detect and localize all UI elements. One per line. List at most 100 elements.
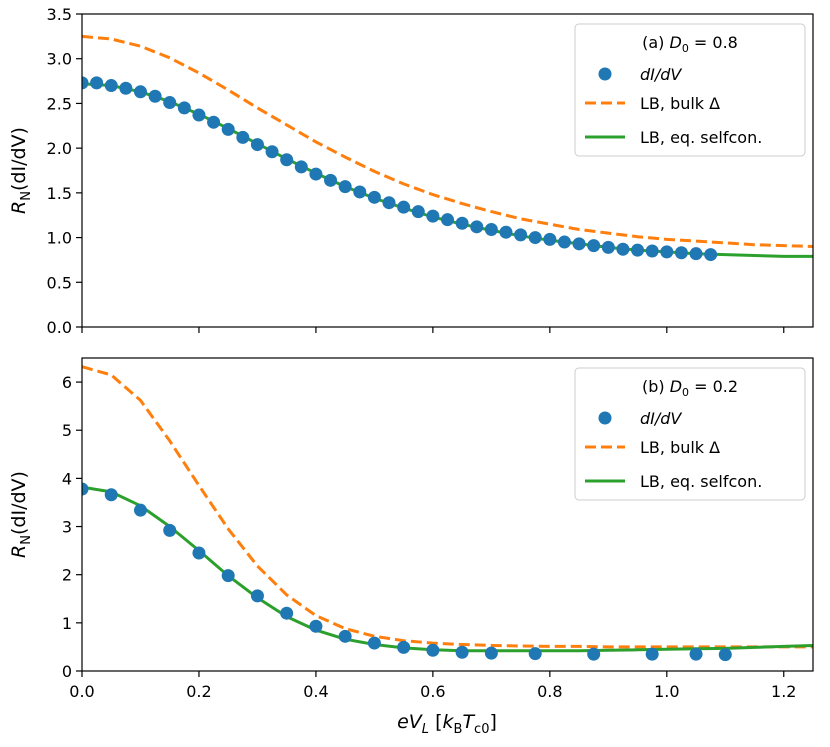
y-tick-label-b-5: 5 xyxy=(62,421,72,440)
data-point-a-13 xyxy=(265,145,279,159)
y-tick-label-a-0: 0.0 xyxy=(47,318,72,337)
data-point-a-28 xyxy=(484,223,498,237)
data-point-a-15 xyxy=(294,160,308,174)
data-point-a-40 xyxy=(660,245,674,259)
legend-entry-selfcon-b: LB, eq. selfcon. xyxy=(640,472,762,491)
data-point-b-13 xyxy=(455,645,469,659)
x-tick-label-5: 1.0 xyxy=(654,682,679,701)
x-axis-label: eVL [kBTc0] xyxy=(397,711,497,737)
data-point-a-20 xyxy=(367,190,381,204)
data-point-b-6 xyxy=(250,589,264,603)
data-point-b-17 xyxy=(645,647,659,661)
data-point-b-15 xyxy=(528,647,542,661)
data-point-a-18 xyxy=(338,180,352,194)
data-point-b-1 xyxy=(104,488,118,502)
y-tick-label-b-6: 6 xyxy=(62,373,72,392)
x-tick-label-2: 0.4 xyxy=(303,682,328,701)
data-point-a-24 xyxy=(426,209,440,223)
data-point-b-5 xyxy=(221,569,235,583)
legend-title-b: (b) D0 = 0.2 xyxy=(642,377,738,399)
legend-marker-didv-a xyxy=(598,67,612,81)
ticks-a: 0.0 0.5 1.0 1.5 2.0 2.5 3.0 3.5 xyxy=(47,5,785,337)
data-point-a-10 xyxy=(221,122,235,136)
series-line-lb-eq-selfcon-b xyxy=(82,485,813,653)
data-point-a-39 xyxy=(645,244,659,258)
data-point-b-19 xyxy=(718,648,732,662)
data-point-a-1 xyxy=(90,76,104,90)
data-point-b-18 xyxy=(689,647,703,661)
data-point-a-5 xyxy=(148,89,162,103)
legend-box-a xyxy=(574,23,806,157)
data-point-a-34 xyxy=(572,237,586,251)
data-point-a-27 xyxy=(470,220,484,234)
series-layer-a xyxy=(82,34,813,262)
x-tick-label-0: 0.0 xyxy=(69,682,94,701)
data-point-a-38 xyxy=(631,243,645,257)
data-point-a-41 xyxy=(674,246,688,260)
data-point-b-16 xyxy=(587,647,601,661)
axes-frame-a xyxy=(81,13,814,328)
data-point-a-23 xyxy=(411,205,425,219)
y-axis-label-b: RN(dI/dV) xyxy=(8,471,34,558)
legend-a: (a) D0 = 0.8 dI/dV LB, bulk Δ LB, eq. se… xyxy=(574,23,806,157)
data-point-b-11 xyxy=(397,640,411,654)
y-tick-label-a-7: 3.5 xyxy=(47,5,72,24)
data-point-a-7 xyxy=(177,101,191,115)
data-point-b-9 xyxy=(338,629,352,643)
data-point-a-11 xyxy=(236,130,250,144)
series-layer-b xyxy=(82,365,813,662)
y-tick-label-a-4: 2.0 xyxy=(47,139,72,158)
series-line-lb-bulk-a xyxy=(82,34,813,248)
data-point-a-0 xyxy=(82,76,89,90)
data-point-a-30 xyxy=(514,228,528,242)
y-axis-label-a: RN(dI/dV) xyxy=(8,127,34,214)
y-tick-label-b-3: 3 xyxy=(62,518,72,537)
data-point-a-12 xyxy=(250,138,264,152)
y-tick-label-b-2: 2 xyxy=(62,566,72,585)
plot-area-b xyxy=(82,365,813,662)
y-tick-label-b-0: 0 xyxy=(62,662,72,681)
data-point-a-8 xyxy=(192,108,206,122)
data-point-a-3 xyxy=(119,81,133,95)
data-point-a-25 xyxy=(441,213,454,227)
series-line-lb-bulk-b xyxy=(82,365,813,649)
data-point-a-6 xyxy=(163,96,177,110)
data-point-b-12 xyxy=(426,643,440,657)
data-point-b-7 xyxy=(280,606,294,620)
data-point-a-36 xyxy=(601,240,615,254)
axes-frame-b xyxy=(81,357,814,672)
x-tick-label-1: 0.2 xyxy=(186,682,211,701)
data-point-b-10 xyxy=(367,636,381,650)
data-point-a-9 xyxy=(207,115,221,129)
data-point-a-42 xyxy=(689,247,703,261)
data-point-a-29 xyxy=(499,225,513,239)
ticks-b: 0.0 0.2 0.4 0.6 0.8 1.0 1.2 0 1 2 3 4 5 6 xyxy=(62,373,797,701)
data-point-a-31 xyxy=(528,231,542,245)
data-point-a-33 xyxy=(557,235,571,249)
legend-box-b xyxy=(574,367,806,501)
data-point-a-16 xyxy=(309,167,323,181)
x-tick-label-4: 0.8 xyxy=(537,682,562,701)
data-point-a-22 xyxy=(397,200,411,214)
data-point-a-35 xyxy=(587,239,601,253)
data-point-a-21 xyxy=(382,196,396,210)
data-point-a-19 xyxy=(353,185,367,199)
plot-area-a xyxy=(82,34,813,262)
y-tick-label-b-4: 4 xyxy=(62,469,72,488)
data-point-a-43 xyxy=(704,248,718,262)
y-tick-label-a-2: 1.0 xyxy=(47,229,72,248)
y-tick-label-a-5: 2.5 xyxy=(47,94,72,113)
data-point-b-8 xyxy=(309,619,323,633)
data-point-b-0 xyxy=(82,482,89,496)
x-tick-label-6: 1.2 xyxy=(771,682,796,701)
legend-title-a: (a) D0 = 0.8 xyxy=(642,33,738,55)
data-point-a-14 xyxy=(280,153,294,167)
panel-a: 0.0 0.5 1.0 1.5 2.0 2.5 3.0 3.5 RN(dI/dV) (a) D… xyxy=(8,5,814,337)
data-point-b-4 xyxy=(192,546,206,560)
legend-entry-bulk-a: LB, bulk Δ xyxy=(640,94,720,113)
data-point-a-4 xyxy=(133,85,147,99)
y-tick-label-a-1: 0.5 xyxy=(47,273,72,292)
panel-b: 0.0 0.2 0.4 0.6 0.8 1.0 1.2 0 1 2 3 4 5 6 RN(dI/dV) e… xyxy=(8,357,814,737)
legend-b: (b) D0 = 0.2 dI/dV LB, bulk Δ LB, eq. se… xyxy=(574,367,806,501)
